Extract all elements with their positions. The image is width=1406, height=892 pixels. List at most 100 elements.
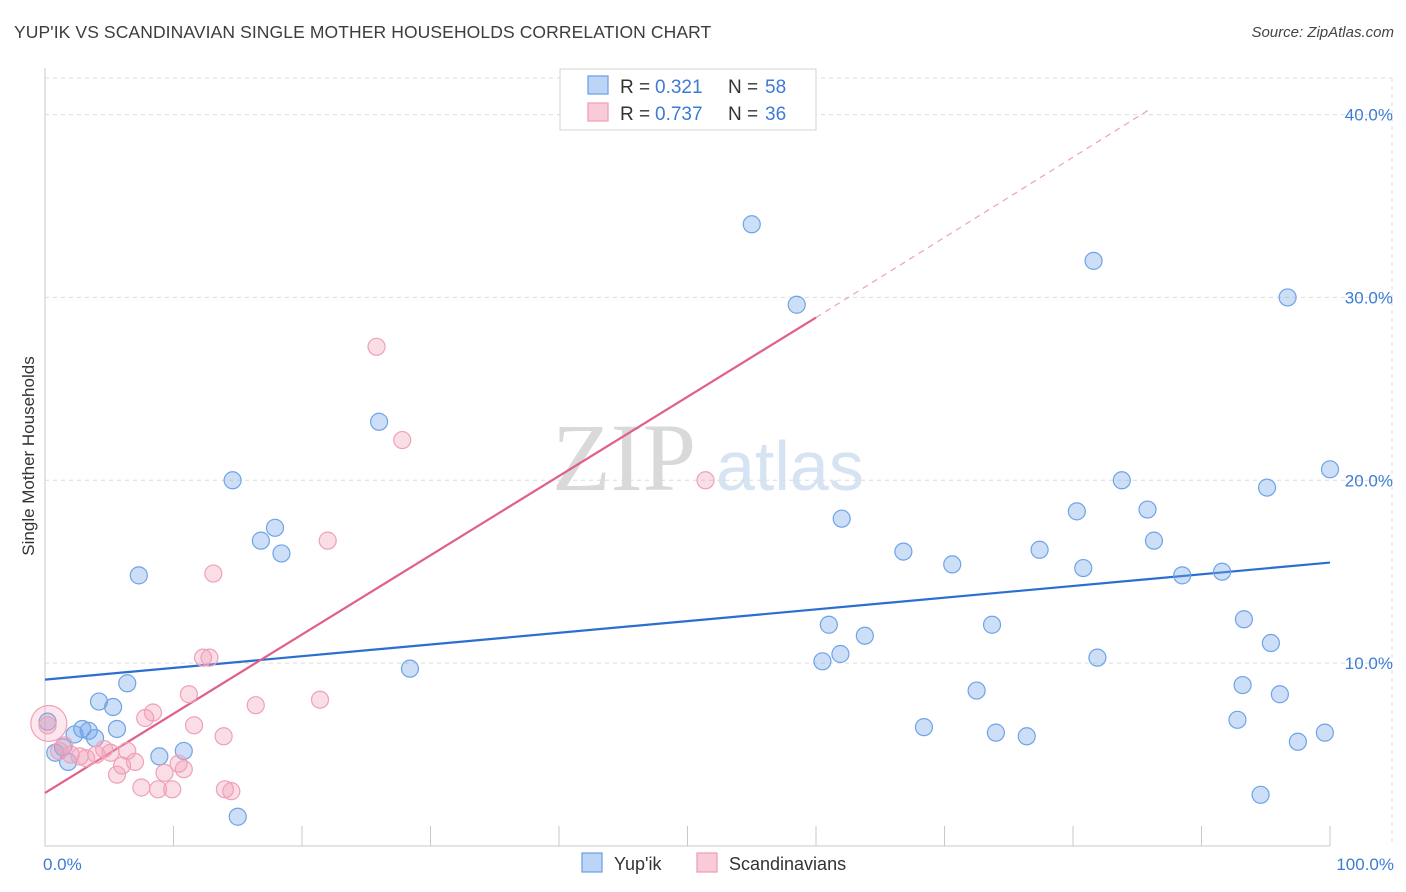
data-point — [129, 566, 148, 585]
data-point — [228, 807, 247, 826]
bottom-legend-label-yupik: Yup'ik — [614, 854, 662, 874]
data-point — [986, 723, 1006, 742]
data-point — [1315, 723, 1334, 742]
bottom-legend-label-scandinavians: Scandinavians — [729, 854, 846, 874]
data-point — [1074, 558, 1093, 578]
data-point — [104, 697, 123, 717]
legend-r-value-2: 0.737 — [655, 104, 703, 125]
data-point — [370, 412, 389, 431]
data-point — [1261, 633, 1280, 653]
data-point — [819, 615, 838, 634]
legend-swatch-scandinavians — [587, 102, 609, 122]
data-point — [982, 615, 1002, 634]
data-point — [61, 745, 80, 764]
data-point — [125, 752, 145, 771]
legend-n-label-2: N = — [728, 104, 758, 125]
legend-n-value-2: 36 — [765, 104, 786, 125]
data-point — [1084, 251, 1103, 270]
data-point — [831, 644, 850, 664]
bottom-legend-swatch-scandinavians — [696, 852, 718, 873]
data-point — [1320, 460, 1340, 479]
data-point — [1017, 727, 1036, 746]
data-point — [1233, 675, 1252, 695]
data-point — [107, 719, 127, 739]
data-point — [200, 648, 219, 667]
legend-n-label-1: N = — [728, 77, 758, 98]
data-point — [55, 736, 74, 755]
y-tick-label: 40.0% — [1345, 106, 1393, 125]
axes: 10.0% 20.0% 30.0% 40.0% 0.0% 100.0% — [43, 68, 1394, 874]
legend-n-value-1: 58 — [765, 77, 786, 98]
data-point — [400, 659, 420, 678]
data-point — [310, 690, 330, 709]
data-point — [222, 782, 241, 801]
data-point — [251, 531, 270, 550]
watermark-zip: ZIP — [552, 404, 696, 511]
bottom-legend-swatch-yupik — [581, 852, 603, 873]
data-point — [223, 471, 242, 490]
data-point — [118, 674, 137, 693]
data-point — [148, 780, 168, 799]
data-point-cluster — [30, 704, 68, 743]
data-point — [1257, 478, 1277, 497]
data-point — [184, 716, 204, 735]
data-point — [143, 703, 163, 722]
data-point — [367, 337, 386, 356]
data-point — [1234, 610, 1254, 629]
data-point — [77, 749, 96, 768]
data-point — [79, 721, 98, 740]
y-tick-label: 20.0% — [1345, 471, 1393, 490]
source-label: Source: ZipAtlas.com — [1251, 24, 1394, 41]
x-tick-label-max: 100.0% — [1336, 855, 1394, 874]
data-point — [1138, 500, 1157, 519]
data-point — [1228, 710, 1247, 729]
gridlines — [45, 77, 1393, 846]
data-point — [179, 685, 199, 704]
data-point — [787, 295, 806, 314]
data-point — [943, 555, 962, 574]
data-point — [742, 215, 761, 234]
data-point — [1288, 732, 1307, 751]
data-point — [204, 564, 223, 583]
data-point — [107, 765, 127, 784]
data-point — [1212, 562, 1232, 581]
chart-title: YUP'IK VS SCANDINAVIAN SINGLE MOTHER HOU… — [14, 22, 712, 42]
legend-r-label-1: R = — [620, 77, 650, 98]
data-point — [132, 778, 151, 797]
data-point — [1251, 785, 1270, 804]
data-point — [318, 531, 337, 550]
data-point — [1270, 685, 1289, 704]
data-point — [894, 542, 913, 561]
trend-line — [44, 561, 1331, 681]
data-point — [155, 763, 174, 782]
data-points — [30, 215, 1340, 826]
data-point — [246, 696, 265, 715]
watermark-atlas: atlas — [716, 427, 864, 505]
trend-line — [44, 316, 817, 794]
x-tick-label-min: 0.0% — [43, 855, 82, 874]
data-point — [215, 780, 234, 799]
y-axis-label: Single Mother Households — [19, 356, 38, 555]
data-point — [50, 741, 69, 761]
legend-r-label-2: R = — [620, 104, 650, 125]
data-point — [73, 719, 92, 739]
data-point — [914, 718, 934, 737]
trend-line-extension — [815, 108, 1151, 319]
data-point — [265, 518, 285, 537]
trend-lines — [44, 108, 1331, 794]
y-tick-label: 10.0% — [1345, 654, 1393, 673]
data-point — [1112, 471, 1131, 490]
data-point — [1278, 288, 1297, 307]
data-point — [855, 626, 874, 645]
data-point — [813, 652, 832, 671]
data-point — [1173, 566, 1192, 585]
data-point — [150, 747, 169, 766]
data-point — [1030, 540, 1049, 559]
data-point — [169, 754, 188, 773]
bottom-legend: Yup'ik Scandinavians — [581, 852, 846, 874]
data-point — [214, 727, 233, 746]
data-point — [174, 760, 193, 779]
data-point — [193, 648, 213, 667]
data-point — [967, 681, 986, 700]
